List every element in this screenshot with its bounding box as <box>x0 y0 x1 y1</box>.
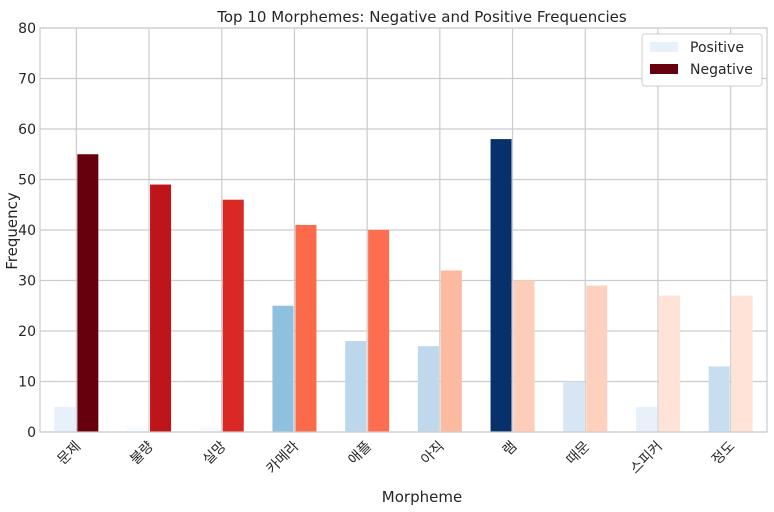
bar-positive-5 <box>417 346 439 432</box>
plot-frame <box>39 27 768 433</box>
y-tick-label: 80 <box>18 21 36 37</box>
y-axis-label: Frequency <box>3 192 21 270</box>
bar-positive-6 <box>490 139 512 432</box>
bar-negative-5 <box>440 270 462 432</box>
legend-swatch-negative <box>650 64 678 74</box>
y-tick-label: 40 <box>18 223 36 239</box>
grid-lines <box>40 27 767 433</box>
legend-label-positive: Positive <box>690 40 744 56</box>
y-tick-label: 20 <box>18 324 36 340</box>
bar-positive-7 <box>563 381 585 432</box>
x-tick-label: 실망 <box>200 438 230 468</box>
bar-positive-0 <box>54 406 76 432</box>
bar-negative-0 <box>77 154 99 432</box>
x-tick-label: 카메라 <box>264 438 303 477</box>
y-tick-label: 10 <box>18 375 36 391</box>
bar-negative-2 <box>222 199 244 432</box>
bar-negative-3 <box>295 224 317 432</box>
bar-positive-9 <box>708 366 730 432</box>
legend-swatch-positive <box>650 42 678 52</box>
y-tick-label: 70 <box>18 72 36 88</box>
x-tick-label: 문제 <box>55 439 85 469</box>
legend-label-negative: Negative <box>690 62 753 78</box>
y-tick-label: 50 <box>18 173 36 189</box>
x-tick-label: 스피커 <box>627 439 666 478</box>
x-tick-label: 정도 <box>709 438 739 468</box>
x-tick-label: 아직 <box>418 439 448 469</box>
chart-title: Top 10 Morphemes: Negative and Positive … <box>216 8 627 26</box>
x-tick-label: 램 <box>500 439 520 459</box>
bar-negative-9 <box>731 295 753 432</box>
bar-negative-7 <box>586 285 608 432</box>
bar-negative-6 <box>513 280 535 432</box>
bar-positive-8 <box>635 406 657 432</box>
bar-negative-4 <box>368 230 390 432</box>
x-tick-label: 불량 <box>127 438 157 468</box>
bar-negative-1 <box>150 184 172 432</box>
x-tick-label: 애플 <box>345 438 375 468</box>
x-tick-labels: 문제 불량 실망 카메라 애플 아직 램 때문 스피커 정도 <box>55 438 739 477</box>
bar-negative-8 <box>658 295 680 432</box>
bar-positive-3 <box>272 305 294 432</box>
bar-positive-1 <box>127 426 149 432</box>
y-tick-label: 60 <box>18 122 36 138</box>
x-tick-label: 때문 <box>564 438 594 468</box>
y-tick-labels: 0 10 20 30 40 50 60 70 80 <box>18 21 36 441</box>
legend: Positive Negative <box>641 33 763 87</box>
bars <box>54 139 753 432</box>
y-tick-label: 30 <box>18 274 36 290</box>
bar-positive-4 <box>345 341 367 432</box>
y-tick-label: 0 <box>27 425 36 441</box>
bar-positive-2 <box>199 426 221 432</box>
x-axis-label: Morpheme <box>382 488 462 506</box>
